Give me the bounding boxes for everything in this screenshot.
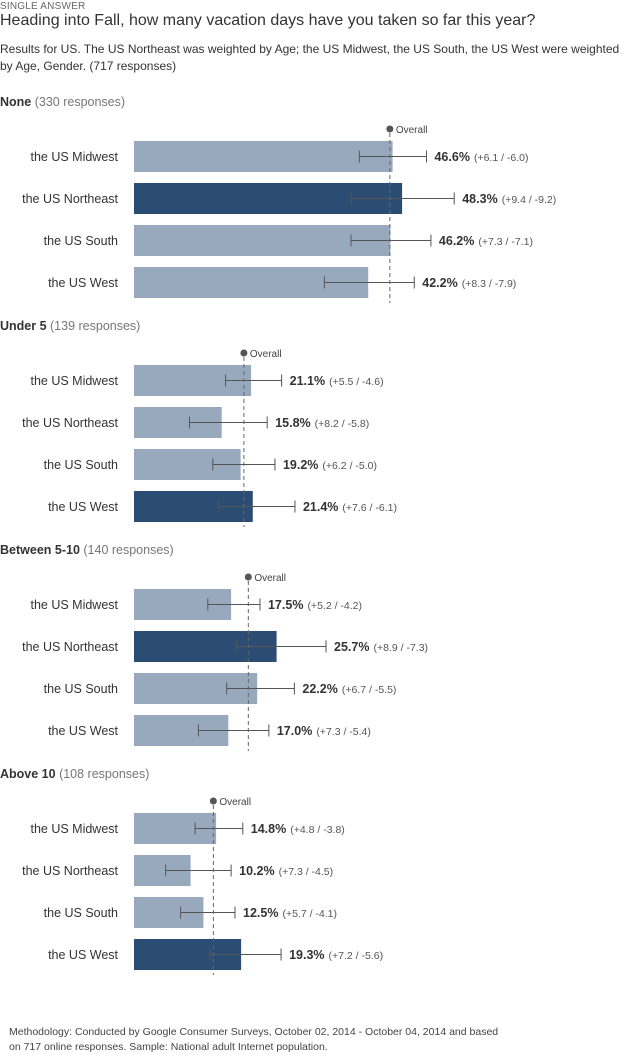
value-ci: (+4.8 / -3.8)	[290, 824, 345, 836]
value-label: 12.5% (+5.7 / -4.1)	[243, 906, 337, 920]
value-ci: (+9.4 / -9.2)	[502, 194, 557, 206]
value-label: 25.7% (+8.9 / -7.3)	[334, 640, 428, 654]
value-label: 48.3% (+9.4 / -9.2)	[462, 192, 556, 206]
value-percent: 46.2%	[439, 234, 474, 248]
value-label: 46.6% (+6.1 / -6.0)	[434, 150, 528, 164]
group-header: None (330 responses)	[0, 95, 125, 109]
value-ci: (+7.6 / -6.1)	[342, 502, 397, 514]
group-title: Above 10	[0, 767, 56, 781]
chart-group: None (330 responses) the US Midwest 46.6% (…	[0, 95, 556, 303]
question-title: Heading into Fall, how many vacation day…	[0, 12, 536, 29]
bar	[134, 225, 391, 256]
value-percent: 17.5%	[268, 598, 303, 612]
value-percent: 17.0%	[277, 724, 312, 738]
row-label: the US West	[48, 724, 118, 738]
row-label: the US Midwest	[30, 822, 118, 836]
row-label: the US Midwest	[30, 598, 118, 612]
row-label: the US West	[48, 948, 118, 962]
row-label: the US South	[44, 458, 118, 472]
value-percent: 25.7%	[334, 640, 369, 654]
overall-marker	[244, 573, 252, 581]
value-ci: (+5.7 / -4.1)	[282, 908, 337, 920]
group-responses: (140 responses)	[80, 543, 174, 557]
row-label: the US Midwest	[30, 374, 118, 388]
value-ci: (+7.3 / -4.5)	[279, 866, 334, 878]
value-label: 10.2% (+7.3 / -4.5)	[239, 864, 333, 878]
value-percent: 21.1%	[290, 374, 325, 388]
value-percent: 21.4%	[303, 500, 338, 514]
question-type-label: SINGLE ANSWER	[0, 1, 86, 12]
row-label: the US South	[44, 906, 118, 920]
group-title: None	[0, 95, 31, 109]
value-ci: (+5.2 / -4.2)	[307, 600, 362, 612]
row-label: the US South	[44, 234, 118, 248]
chart-group: Above 10 (108 responses) the US Midwest 14…	[0, 767, 383, 975]
value-label: 42.2% (+8.3 / -7.9)	[422, 276, 516, 290]
results-subtitle: Results for US. The US Northeast was wei…	[0, 42, 620, 73]
chart-group: Between 5-10 (140 responses) the US Midwe…	[0, 543, 428, 751]
row-label: the US West	[48, 500, 118, 514]
value-ci: (+8.9 / -7.3)	[373, 642, 428, 654]
value-label: 19.3% (+7.2 / -5.6)	[289, 948, 383, 962]
overall-label: Overall	[254, 573, 286, 584]
group-responses: (330 responses)	[31, 95, 125, 109]
value-ci: (+8.2 / -5.8)	[315, 418, 370, 430]
bar	[134, 141, 393, 172]
value-label: 46.2% (+7.3 / -7.1)	[439, 234, 533, 248]
value-percent: 46.6%	[434, 150, 469, 164]
value-label: 21.1% (+5.5 / -4.6)	[290, 374, 384, 388]
group-responses: (108 responses)	[56, 767, 150, 781]
group-header: Between 5-10 (140 responses)	[0, 543, 174, 557]
row-label: the US Northeast	[22, 640, 118, 654]
row-label: the US South	[44, 682, 118, 696]
group-responses: (139 responses)	[47, 319, 141, 333]
overall-label: Overall	[396, 125, 428, 136]
overall-label: Overall	[250, 349, 282, 360]
value-label: 21.4% (+7.6 / -6.1)	[303, 500, 397, 514]
value-label: 15.8% (+8.2 / -5.8)	[275, 416, 369, 430]
value-percent: 12.5%	[243, 906, 278, 920]
value-ci: (+5.5 / -4.6)	[329, 376, 384, 388]
row-label: the US Midwest	[30, 150, 118, 164]
group-header: Above 10 (108 responses)	[0, 767, 149, 781]
value-label: 17.5% (+5.2 / -4.2)	[268, 598, 362, 612]
row-label: the US West	[48, 276, 118, 290]
value-label: 14.8% (+4.8 / -3.8)	[251, 822, 345, 836]
overall-marker	[209, 797, 217, 805]
value-label: 17.0% (+7.3 / -5.4)	[277, 724, 371, 738]
group-title: Between 5-10	[0, 543, 80, 557]
value-ci: (+6.1 / -6.0)	[474, 152, 529, 164]
value-label: 22.2% (+6.7 / -5.5)	[302, 682, 396, 696]
value-percent: 19.3%	[289, 948, 324, 962]
value-percent: 15.8%	[275, 416, 310, 430]
value-ci: (+7.3 / -7.1)	[478, 236, 533, 248]
row-label: the US Northeast	[22, 864, 118, 878]
row-label: the US Northeast	[22, 192, 118, 206]
overall-label: Overall	[219, 797, 251, 808]
chart-group: Under 5 (139 responses) the US Midwest 21.…	[0, 319, 397, 527]
row-label: the US Northeast	[22, 416, 118, 430]
value-ci: (+6.7 / -5.5)	[342, 684, 397, 696]
group-header: Under 5 (139 responses)	[0, 319, 140, 333]
methodology-note: Methodology: Conducted by Google Consume…	[9, 1026, 499, 1053]
value-percent: 42.2%	[422, 276, 457, 290]
value-ci: (+7.3 / -5.4)	[316, 726, 371, 738]
value-ci: (+8.3 / -7.9)	[462, 278, 517, 290]
value-percent: 22.2%	[302, 682, 337, 696]
value-percent: 14.8%	[251, 822, 286, 836]
group-title: Under 5	[0, 319, 47, 333]
value-ci: (+6.2 / -5.0)	[322, 460, 377, 472]
overall-marker	[386, 125, 394, 133]
value-percent: 19.2%	[283, 458, 318, 472]
value-label: 19.2% (+6.2 / -5.0)	[283, 458, 377, 472]
overall-marker	[240, 349, 248, 357]
value-percent: 10.2%	[239, 864, 274, 878]
value-percent: 48.3%	[462, 192, 497, 206]
value-ci: (+7.2 / -5.6)	[329, 950, 384, 962]
